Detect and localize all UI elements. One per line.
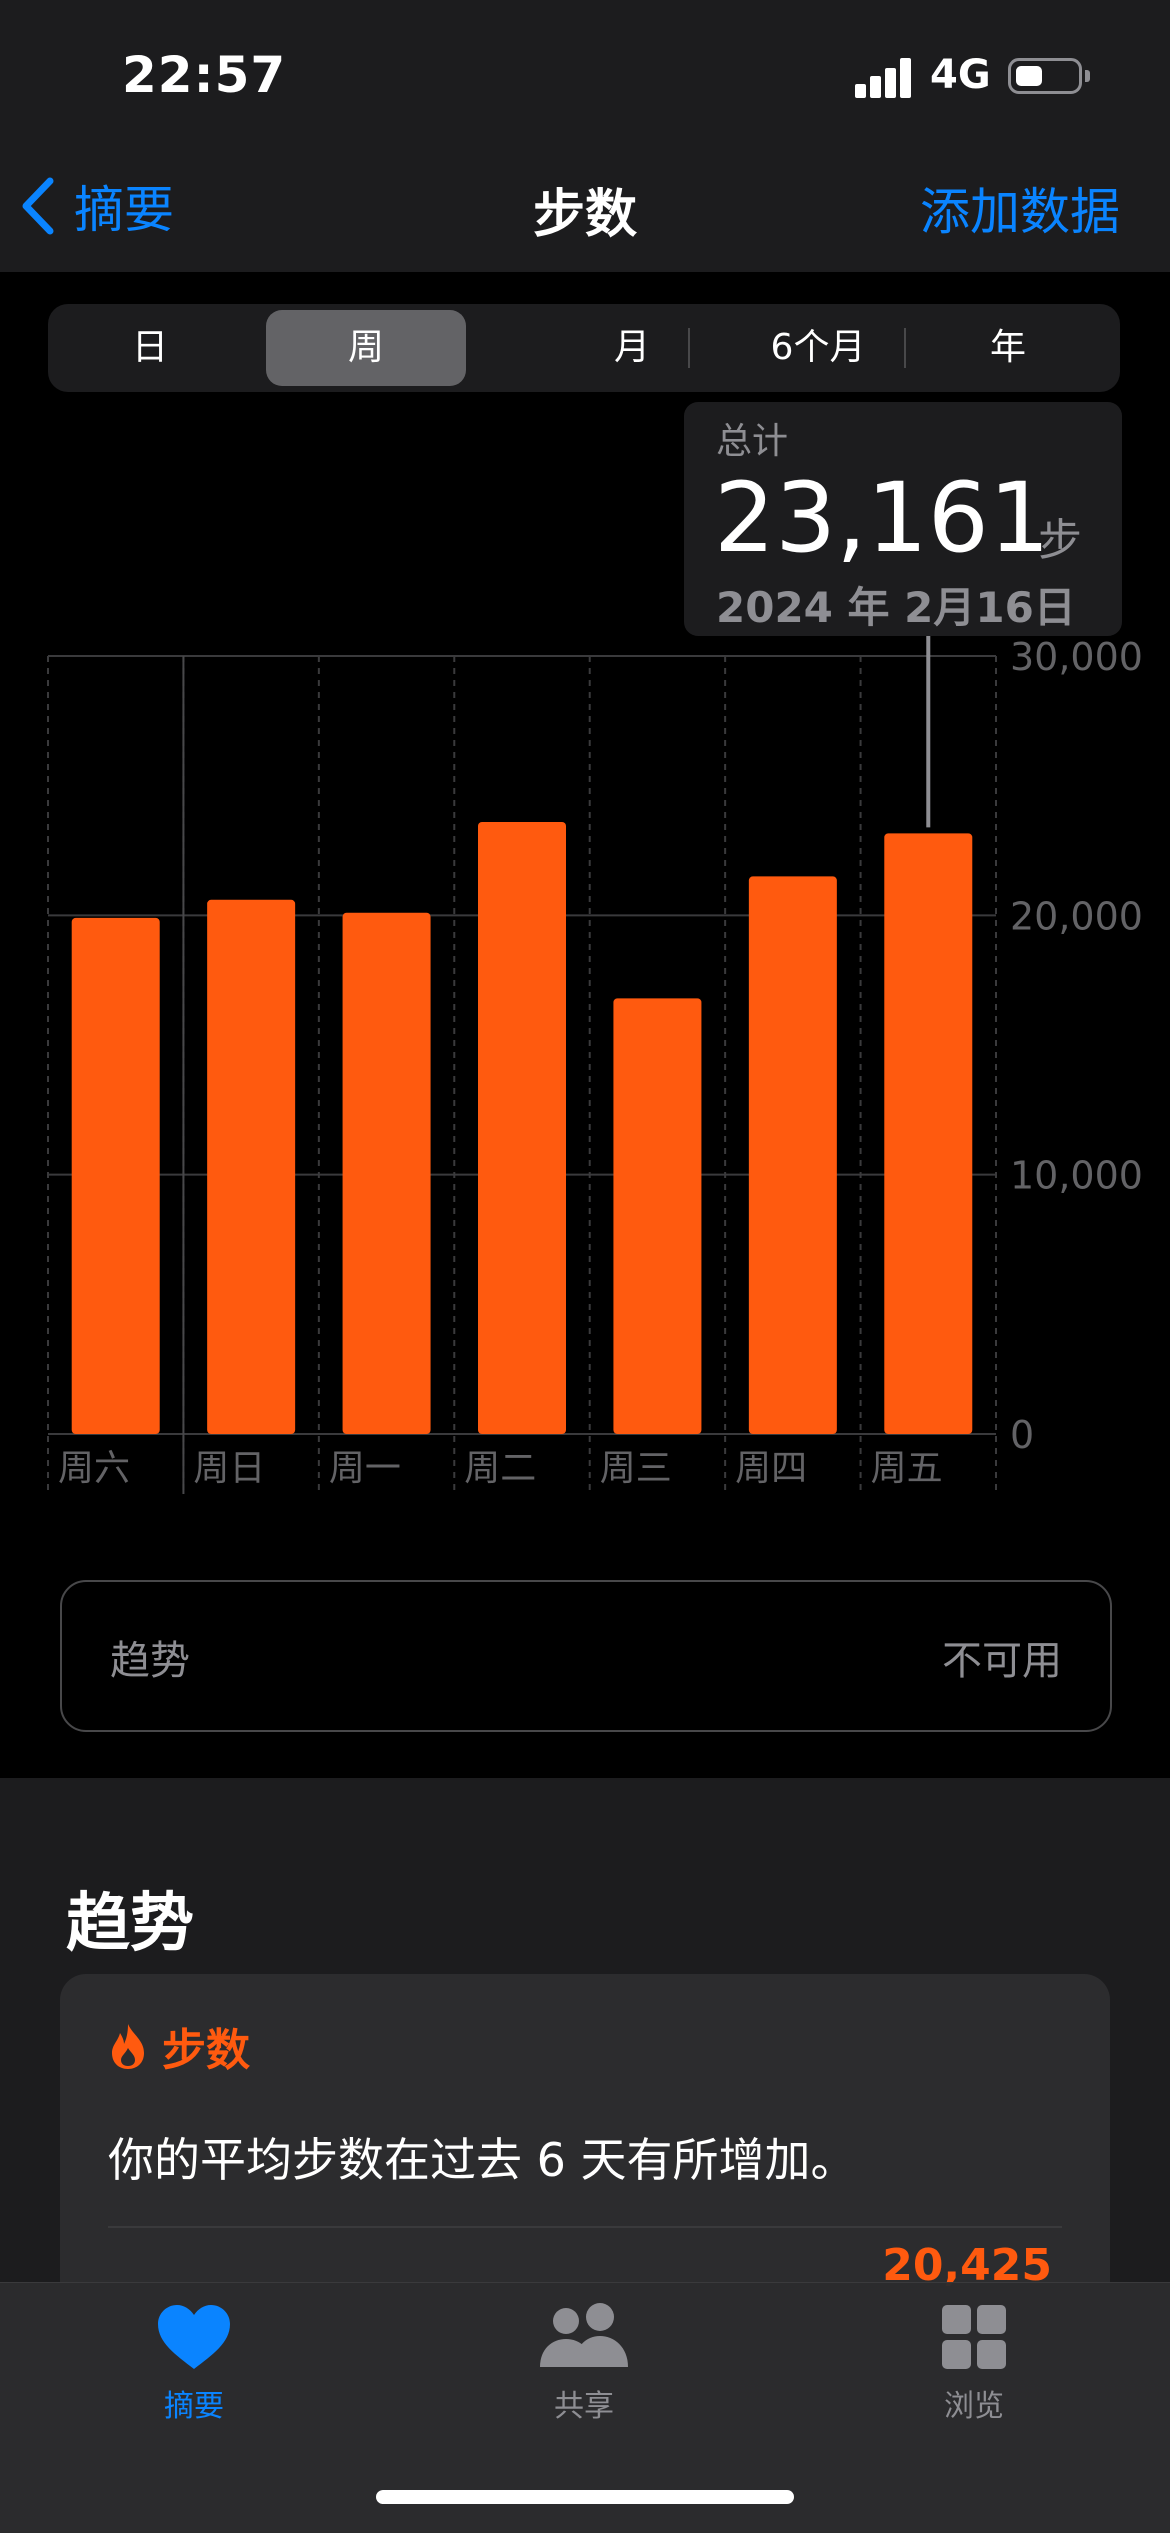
y-tick-label: 10,000 xyxy=(1010,1154,1143,1198)
tab-summary[interactable]: 摘要 xyxy=(94,2303,294,2425)
bar-周一 xyxy=(343,913,431,1434)
tab-label: 摘要 xyxy=(94,2381,294,2425)
x-tick-label: 周二 xyxy=(464,1448,536,1489)
y-tick-label: 30,000 xyxy=(1010,635,1143,679)
card-text: 你的平均步数在过去 6 天有所增加。 xyxy=(108,2124,857,2190)
trend-status: 不可用 xyxy=(942,1628,1062,1686)
trend-row[interactable]: 趋势 不可用 xyxy=(60,1580,1112,1732)
tab-sharing[interactable]: 共享 xyxy=(484,2303,684,2425)
x-tick-label: 周一 xyxy=(329,1448,401,1489)
tooltip-label: 总计 xyxy=(716,412,788,464)
x-tick-label: 周五 xyxy=(871,1448,943,1489)
bar-周六 xyxy=(72,918,160,1434)
tab-label: 共享 xyxy=(484,2381,684,2425)
heart-icon xyxy=(156,2303,232,2371)
tooltip-date: 2024 年 2月16日 xyxy=(716,574,1076,635)
people-icon xyxy=(536,2303,632,2371)
section-title: 趋势 xyxy=(66,1872,194,1964)
bar-周日 xyxy=(207,900,295,1434)
home-indicator xyxy=(376,2490,794,2504)
grid-icon xyxy=(940,2303,1008,2371)
x-tick-label: 周六 xyxy=(58,1448,130,1489)
card-category: 步数 xyxy=(162,2014,250,2078)
x-tick-label: 周三 xyxy=(600,1448,672,1489)
x-tick-label: 周四 xyxy=(735,1448,807,1489)
tab-label: 浏览 xyxy=(874,2381,1074,2425)
steps-bar-chart[interactable]: 周六 周日 周一 周二 周三 周四 周五 0 10,000 20,000 30,000 xyxy=(0,0,1170,1520)
card-header: 步数 xyxy=(108,2014,250,2078)
tab-browse[interactable]: 浏览 xyxy=(874,2303,1074,2425)
bar-周五 xyxy=(884,833,972,1434)
bar-周三 xyxy=(613,998,701,1434)
x-tick-label: 周日 xyxy=(193,1448,265,1489)
trend-label: 趋势 xyxy=(110,1628,190,1686)
bar-周四 xyxy=(749,876,837,1434)
card-divider xyxy=(108,2226,1062,2228)
selection-tooltip: 总计 23,161 步 2024 年 2月16日 xyxy=(684,402,1122,636)
tooltip-value: 23,161 xyxy=(714,462,1050,574)
y-tick-label: 0 xyxy=(1010,1413,1034,1457)
y-tick-label: 20,000 xyxy=(1010,894,1143,938)
tooltip-unit: 步 xyxy=(1038,504,1082,568)
flame-icon xyxy=(108,2022,148,2070)
bar-周二 xyxy=(478,822,566,1434)
